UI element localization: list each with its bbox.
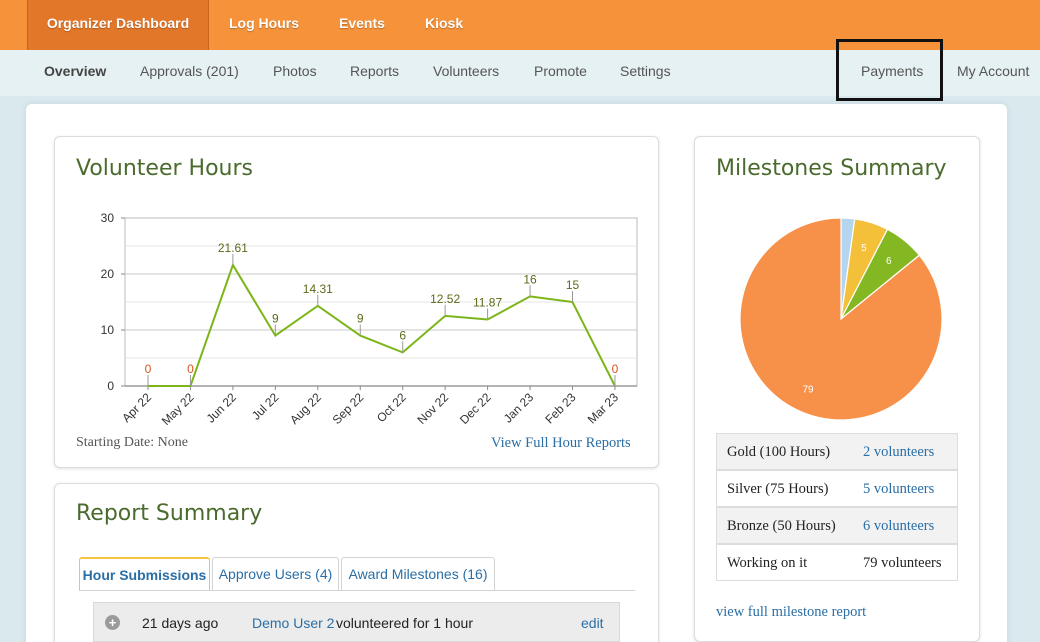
milestone-row-silver: Silver (75 Hours) 5 volunteers — [716, 470, 958, 507]
data-label: 11.87 — [473, 296, 502, 310]
pie-slice-label: 79 — [802, 384, 814, 395]
tab-award-milestones[interactable]: Award Milestones (16) — [341, 557, 495, 591]
data-label: 21.61 — [218, 241, 248, 255]
milestone-row-working: Working on it 79 volunteers — [716, 544, 958, 581]
subnav-overview[interactable]: Overview — [44, 63, 107, 79]
milestone-row-gold: Gold (100 Hours) 2 volunteers — [716, 433, 958, 470]
report-summary-title: Report Summary — [76, 501, 263, 526]
subnav-promote[interactable]: Promote — [534, 63, 587, 79]
y-tick-label: 30 — [101, 211, 115, 225]
pie-slice-label: 5 — [861, 243, 867, 254]
submission-edit-link[interactable]: edit — [581, 615, 604, 631]
tab-organizer-dashboard[interactable]: Organizer Dashboard — [27, 0, 209, 50]
subnav-volunteers[interactable]: Volunteers — [433, 63, 500, 79]
data-label: 0 — [145, 362, 152, 376]
submission-time: 21 days ago — [142, 615, 219, 631]
subnav-payments[interactable]: Payments — [861, 63, 924, 79]
data-label: 0 — [612, 362, 619, 376]
milestone-label: Working on it — [727, 555, 808, 571]
milestone-volunteers-link[interactable]: 2 volunteers — [863, 444, 935, 460]
pie-slice-label: 6 — [886, 256, 892, 267]
payments-highlight-box — [836, 39, 943, 101]
tab-kiosk[interactable]: Kiosk — [425, 15, 464, 31]
series-line — [148, 262, 616, 387]
view-full-hour-reports-link[interactable]: View Full Hour Reports — [491, 435, 631, 451]
data-label: 16 — [523, 272, 537, 286]
y-tick-label: 10 — [101, 323, 115, 337]
y-tick-label: 20 — [101, 267, 115, 281]
submission-row: + 21 days ago Demo User 2 volunteered fo… — [93, 602, 620, 642]
data-label: 9 — [357, 312, 364, 326]
data-label: 0 — [187, 362, 194, 376]
subnav-settings[interactable]: Settings — [620, 63, 671, 79]
submission-action: volunteered for 1 hour — [336, 615, 473, 631]
milestone-label: Silver (75 Hours) — [727, 481, 829, 497]
tab-log-hours[interactable]: Log Hours — [229, 15, 299, 31]
subnav-approvals[interactable]: Approvals (201) — [140, 63, 239, 79]
milestones-title: Milestones Summary — [716, 156, 947, 181]
subnav-my-account[interactable]: My Account — [957, 63, 1030, 79]
y-tick-label: 0 — [107, 379, 114, 393]
data-label: 15 — [566, 278, 580, 292]
milestone-volunteers-link[interactable]: 6 volunteers — [863, 518, 935, 534]
subnav-reports[interactable]: Reports — [350, 63, 400, 79]
milestone-label: Gold (100 Hours) — [727, 444, 831, 460]
milestone-volunteers-count: 79 volunteers — [863, 555, 942, 571]
tab-approve-users[interactable]: Approve Users (4) — [212, 557, 339, 591]
data-label: 6 — [399, 328, 406, 342]
tab-hour-submissions[interactable]: Hour Submissions — [79, 557, 210, 591]
milestone-label: Bronze (50 Hours) — [727, 518, 836, 534]
data-label: 9 — [272, 312, 279, 326]
expand-plus-icon[interactable]: + — [105, 615, 120, 630]
milestone-volunteers-link[interactable]: 5 volunteers — [863, 481, 935, 497]
volunteer-hours-title: Volunteer Hours — [76, 156, 253, 181]
pie-slice-working — [739, 217, 943, 421]
view-milestone-report-link[interactable]: view full milestone report — [716, 604, 867, 620]
data-label: 12.52 — [430, 292, 460, 306]
sub-nav: Overview Approvals (201) Photos Reports … — [0, 50, 1040, 96]
tabs-underline — [79, 590, 635, 591]
tab-events[interactable]: Events — [339, 15, 385, 31]
data-label: 14.31 — [303, 282, 333, 296]
submission-user-link[interactable]: Demo User 2 — [252, 615, 335, 631]
top-nav: Organizer Dashboard Log Hours Events Kio… — [0, 0, 1040, 50]
milestone-row-bronze: Bronze (50 Hours) 6 volunteers — [716, 507, 958, 544]
starting-date: Starting Date: None — [76, 435, 188, 450]
subnav-photos[interactable]: Photos — [273, 63, 317, 79]
